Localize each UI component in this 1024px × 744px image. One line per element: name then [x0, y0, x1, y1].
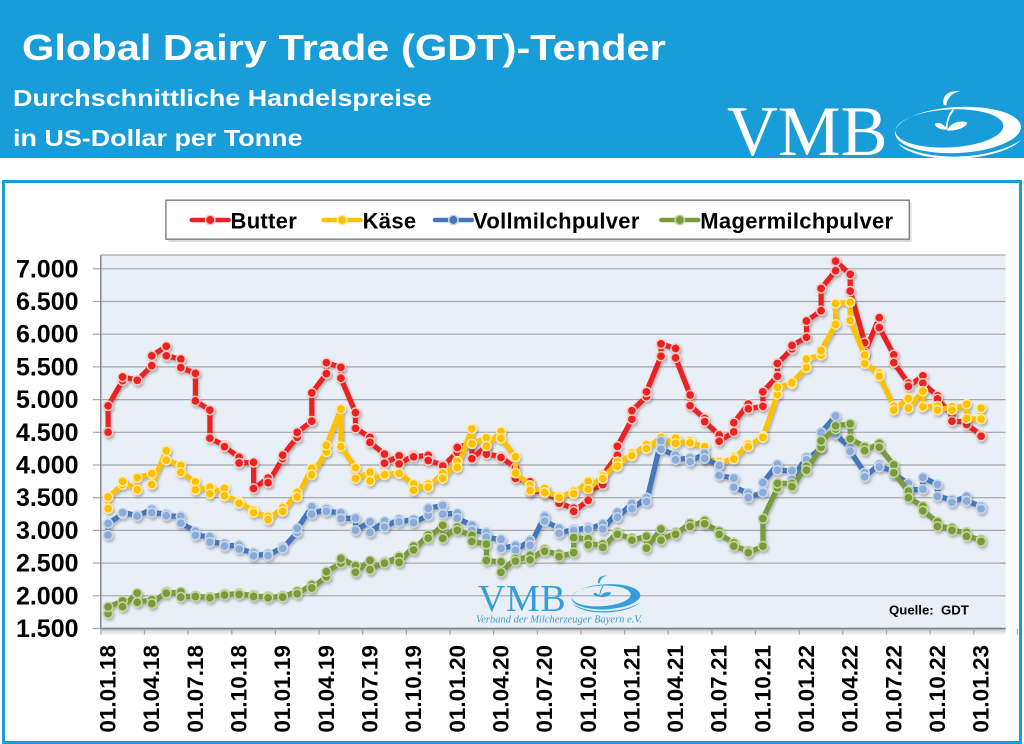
svg-text:01.04.19: 01.04.19	[314, 645, 339, 733]
svg-text:01.07.21: 01.07.21	[707, 645, 732, 733]
svg-text:01.07.20: 01.07.20	[532, 645, 557, 733]
svg-text:Butter: Butter	[231, 208, 298, 233]
svg-text:Vollmilchpulver: Vollmilchpulver	[473, 208, 640, 233]
svg-text:3.000: 3.000	[16, 517, 79, 545]
svg-text:3.500: 3.500	[16, 484, 79, 512]
svg-text:4.500: 4.500	[16, 419, 79, 447]
svg-text:5.500: 5.500	[16, 353, 79, 381]
svg-text:01.07.22: 01.07.22	[881, 645, 906, 733]
svg-text:5.000: 5.000	[16, 386, 79, 414]
svg-text:Käse: Käse	[363, 208, 417, 233]
svg-text:4.000: 4.000	[16, 452, 79, 480]
svg-text:01.01.23: 01.01.23	[969, 645, 994, 733]
svg-text:Magermilchpulver: Magermilchpulver	[700, 208, 893, 233]
svg-text:2.000: 2.000	[16, 582, 79, 610]
svg-text:6.500: 6.500	[16, 288, 79, 316]
svg-text:01.10.20: 01.10.20	[576, 645, 601, 733]
svg-text:01.01.18: 01.01.18	[96, 645, 121, 733]
svg-text:01.07.19: 01.07.19	[358, 645, 383, 733]
svg-text:7.000: 7.000	[16, 255, 79, 283]
svg-text:01.07.18: 01.07.18	[183, 645, 208, 733]
svg-text:01.04.22: 01.04.22	[838, 645, 863, 733]
svg-text:01.10.22: 01.10.22	[925, 645, 950, 733]
svg-text:01.10.18: 01.10.18	[227, 645, 252, 733]
svg-text:01.01.21: 01.01.21	[619, 645, 644, 733]
svg-text:01.04.18: 01.04.18	[139, 645, 164, 733]
svg-text:01.04.21: 01.04.21	[663, 645, 688, 733]
svg-text:01.10.19: 01.10.19	[401, 645, 426, 733]
svg-text:1.500: 1.500	[16, 615, 79, 643]
svg-text:Verband der Milcherzeuger Baye: Verband der Milcherzeuger Bayern e.V.	[476, 615, 642, 626]
svg-text:01.04.20: 01.04.20	[488, 645, 513, 733]
svg-text:01.01.19: 01.01.19	[270, 645, 295, 733]
svg-text:VMB: VMB	[478, 578, 566, 620]
svg-text:2.500: 2.500	[16, 550, 79, 578]
svg-text:01.01.20: 01.01.20	[445, 645, 470, 733]
svg-text:01.01.22: 01.01.22	[794, 645, 819, 733]
svg-text:Quelle: GDT: Quelle: GDT	[889, 603, 969, 618]
svg-text:6.000: 6.000	[16, 321, 79, 349]
svg-text:01.10.21: 01.10.21	[750, 645, 775, 733]
svg-text:VMB: VMB	[727, 93, 888, 158]
